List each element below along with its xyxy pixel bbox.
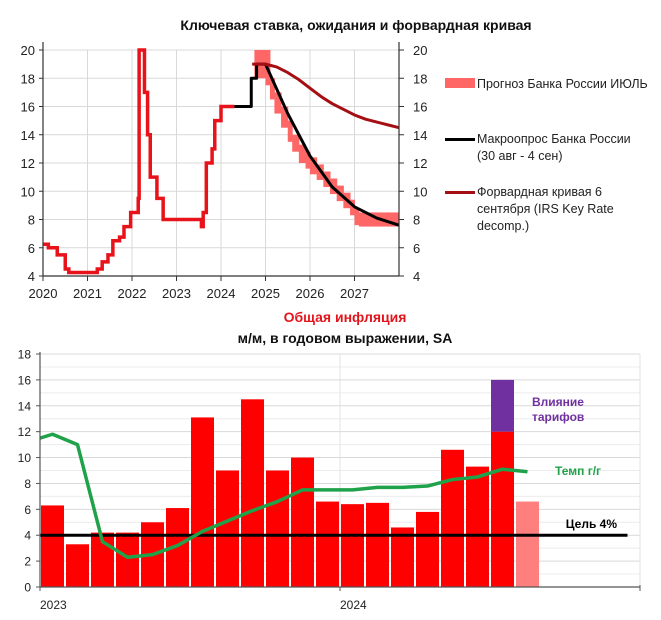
x-tick-label: 2024 — [340, 598, 367, 612]
y-tick-label: 6 — [24, 503, 31, 517]
axes: 0 2 4 6 8 10 12 14 16 18 2023 2024 — [18, 348, 641, 612]
bar — [391, 527, 414, 587]
bar — [366, 502, 389, 587]
bar — [341, 504, 364, 587]
y-tick-label-right: 20 — [413, 43, 427, 58]
annotation-target: Цель 4% — [566, 517, 618, 531]
y-tick-label: 10 — [21, 184, 35, 199]
x-tick-label: 2026 — [296, 286, 325, 300]
y-tick-label-right: 12 — [413, 156, 427, 171]
chart-subtitle: м/м, в годовом выражении, SA — [238, 330, 453, 346]
x-tick-label: 2021 — [73, 286, 102, 300]
y-tick-label-right: 4 — [413, 269, 420, 284]
y-tick-label: 18 — [21, 71, 35, 86]
yoy-line — [39, 432, 528, 559]
bar — [466, 466, 489, 587]
annotation-tariff: Влияние — [532, 395, 584, 409]
forecast-band-segment — [287, 120, 293, 142]
forward-curve-line — [252, 62, 400, 130]
forecast-band-segment — [274, 92, 282, 114]
legend-label: Прогноз Банка России ИЮЛЬ — [477, 77, 648, 91]
y-tick-label: 16 — [18, 373, 32, 387]
bar — [191, 417, 214, 587]
forecast-band-segment — [298, 144, 307, 163]
y-tick-label-right: 14 — [413, 128, 427, 143]
bar — [241, 399, 264, 587]
bar — [66, 544, 89, 587]
bar — [41, 505, 64, 587]
bar — [491, 431, 514, 587]
legend-label: Форвардная кривая 6 сентября (IRS Key Ra… — [477, 185, 614, 233]
y-tick-label: 18 — [18, 348, 32, 362]
forecast-band — [254, 50, 400, 227]
bar — [316, 501, 339, 587]
y-tick-label: 8 — [28, 213, 35, 228]
y-tick-label-right: 18 — [413, 71, 427, 86]
y-tick-label-right: 6 — [413, 241, 420, 256]
y-tick-label: 2 — [24, 555, 31, 569]
y-tick-label: 0 — [24, 581, 31, 595]
bar-tariff-effect — [491, 379, 514, 432]
forecast-band-segment — [354, 208, 360, 226]
grid — [39, 353, 641, 588]
legend-label: Макроопрос Банка России (30 авг - 4 сен) — [477, 132, 631, 163]
annotation-tariff: тарифов — [532, 410, 584, 424]
bars — [41, 379, 539, 587]
bar — [116, 532, 139, 587]
y-tick-label-right: 8 — [413, 213, 420, 228]
series-lines — [39, 432, 628, 559]
x-tick-label: 2025 — [251, 286, 280, 300]
bar — [266, 470, 289, 587]
x-tick-label: 2020 — [29, 286, 58, 300]
x-tick-label: 2024 — [207, 286, 236, 300]
bar — [291, 457, 314, 587]
grid — [42, 49, 399, 277]
legend-swatch-band — [445, 78, 475, 88]
bar — [91, 532, 114, 587]
survey-line — [234, 62, 400, 227]
x-tick-label: 2022 — [118, 286, 147, 300]
y-tick-label: 16 — [21, 100, 35, 115]
chart-title: Общая инфляция — [284, 309, 407, 325]
x-tick-label: 2027 — [340, 286, 369, 300]
forecast-band-segment — [350, 199, 355, 216]
forecast-band-segment — [281, 106, 289, 128]
y-tick-label: 12 — [21, 156, 35, 171]
bar — [416, 511, 439, 587]
y-tick-label: 20 — [21, 43, 35, 58]
legend: Прогноз Банка России ИЮЛЬ Макроопрос Бан… — [445, 0, 661, 300]
series-lines — [43, 48, 400, 275]
y-tick-label: 4 — [24, 529, 31, 543]
bar — [216, 470, 239, 587]
forecast-band-segment — [305, 151, 311, 169]
legend-swatch-line — [445, 138, 475, 141]
bar — [166, 508, 189, 587]
key-rate-line — [43, 48, 235, 275]
y-tick-label-right: 16 — [413, 100, 427, 115]
y-tick-label: 10 — [18, 451, 32, 465]
chart-title: Ключевая ставка, ожидания и форвардная к… — [180, 17, 531, 33]
y-tick-label: 4 — [28, 269, 35, 284]
forecast-band-segment — [269, 78, 275, 100]
forecast-band-segment — [310, 157, 318, 175]
annotation-yoy: Темп г/г — [555, 464, 601, 478]
y-tick-label: 8 — [24, 477, 31, 491]
legend-swatch-line — [445, 191, 475, 194]
x-tick-label: 2023 — [40, 598, 67, 612]
y-tick-label: 6 — [28, 241, 35, 256]
forecast-band-segment — [292, 134, 300, 152]
x-tick-label: 2023 — [162, 286, 191, 300]
y-tick-label: 12 — [18, 425, 32, 439]
y-tick-label-right: 10 — [413, 184, 427, 199]
bar — [141, 522, 164, 587]
y-tick-label: 14 — [18, 399, 32, 413]
bar — [441, 449, 464, 587]
bar-estimate — [516, 501, 539, 587]
y-tick-label: 14 — [21, 128, 35, 143]
forecast-band-segment — [358, 212, 367, 227]
